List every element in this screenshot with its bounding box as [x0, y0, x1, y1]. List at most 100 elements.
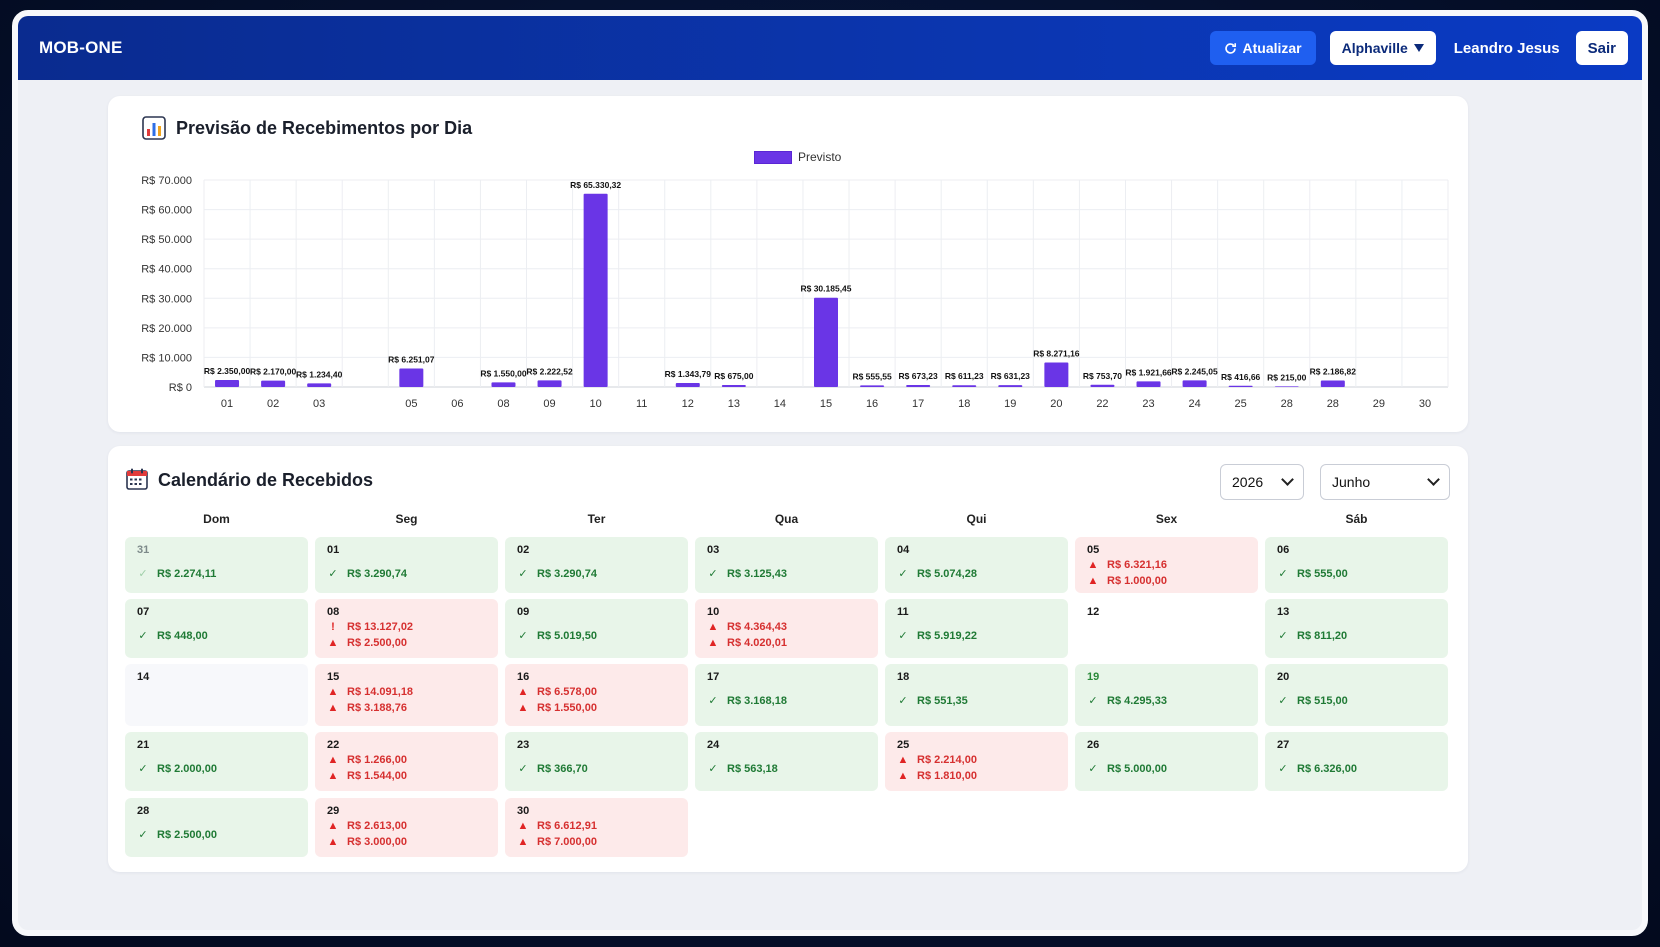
- warning-triangle-icon: ▲: [327, 702, 339, 714]
- calendar-day-29[interactable]: 29 ▲ R$ 2.613,00 ▲ R$ 3.000,00: [315, 798, 498, 857]
- weekday-header: Sex: [1155, 512, 1178, 526]
- refresh-icon: [1224, 42, 1236, 54]
- receipt-amount: R$ 6.578,00: [537, 686, 597, 698]
- calendar-day-13[interactable]: 13 ✓ R$ 811,20: [1265, 599, 1448, 658]
- receipt-entry: ▲ R$ 1.266,00: [327, 754, 486, 766]
- warning-triangle-icon: ▲: [327, 754, 339, 766]
- x-tick-label: 05: [405, 398, 417, 410]
- calendar-day-16[interactable]: 16 ▲ R$ 6.578,00 ▲ R$ 1.550,00: [505, 664, 688, 726]
- calendar-day-04[interactable]: 04 ✓ R$ 5.074,28: [885, 537, 1068, 593]
- forecast-chart-card: Previsão de Recebimentos por Dia Previst…: [108, 96, 1468, 432]
- calendar-day-03[interactable]: 03 ✓ R$ 3.125,43: [695, 537, 878, 593]
- calendar-day-28[interactable]: 28 ✓ R$ 2.500,00: [125, 798, 308, 857]
- calendar-day-01[interactable]: 01 ✓ R$ 3.290,74: [315, 537, 498, 593]
- check-icon: ✓: [138, 829, 148, 841]
- receipt-amount: R$ 4.364,43: [727, 621, 787, 633]
- warning-triangle-icon: ▲: [1087, 575, 1099, 587]
- day-number: 24: [707, 739, 720, 751]
- receipt-entry: ▲ R$ 1.544,00: [327, 770, 486, 782]
- receipt-amount: R$ 3.168,18: [727, 694, 787, 707]
- receipt-amount: R$ 3.290,74: [347, 567, 407, 580]
- top-navbar: MOB-ONE Atualizar Alphaville Leandro Jes…: [18, 16, 1642, 80]
- calendar-day-06[interactable]: 06 ✓ R$ 555,00: [1265, 537, 1448, 593]
- x-tick-label: 28: [1281, 398, 1293, 410]
- receipt-amount: R$ 2.000,00: [157, 762, 217, 775]
- bar-13: [721, 385, 746, 387]
- day-number: 08: [327, 606, 340, 618]
- calendar-day-25[interactable]: 25 ▲ R$ 2.214,00 ▲ R$ 1.810,00: [885, 732, 1068, 791]
- receipt-entry: ▲ R$ 6.612,91: [517, 820, 676, 832]
- calendar-day-11[interactable]: 11 ✓ R$ 5.919,22: [885, 599, 1068, 658]
- chevron-down-icon: [1427, 473, 1440, 486]
- calendar-day-09[interactable]: 09 ✓ R$ 5.019,50: [505, 599, 688, 658]
- receipt-entry: ▲ R$ 2.214,00: [897, 754, 1056, 766]
- calendar-day-07[interactable]: 07 ✓ R$ 448,00: [125, 599, 308, 658]
- receipt-amount: R$ 14.091,18: [347, 686, 414, 698]
- month-select-value: Junho: [1332, 474, 1371, 490]
- x-tick-label: 16: [866, 398, 878, 410]
- check-icon: ✓: [518, 763, 528, 775]
- x-tick-label: 03: [313, 398, 325, 410]
- check-icon: ✓: [708, 763, 718, 775]
- calendar-day-23[interactable]: 23 ✓ R$ 366,70: [505, 732, 688, 791]
- x-tick-label: 22: [1096, 398, 1108, 410]
- day-number: 28: [137, 805, 150, 817]
- x-tick-label: 10: [590, 398, 602, 410]
- calendar-day-12[interactable]: 12: [1075, 599, 1258, 658]
- warning-triangle-icon: ▲: [327, 770, 339, 782]
- day-number: 09: [517, 606, 530, 618]
- data-label: R$ 1.921,66: [1125, 367, 1172, 377]
- day-number: 01: [327, 544, 340, 556]
- x-tick-label: 06: [451, 398, 463, 410]
- calendar-day-27[interactable]: 27 ✓ R$ 6.326,00: [1265, 732, 1448, 791]
- calendar-day-02[interactable]: 02 ✓ R$ 3.290,74: [505, 537, 688, 593]
- x-tick-label: 13: [728, 398, 740, 410]
- logout-button[interactable]: Sair: [1575, 31, 1628, 65]
- year-select-value: 2026: [1232, 474, 1264, 490]
- calendar-day-24[interactable]: 24 ✓ R$ 563,18: [695, 732, 878, 791]
- receipt-amount: R$ 3.290,74: [537, 567, 597, 580]
- day-number: 22: [327, 739, 340, 751]
- x-tick-label: 09: [543, 398, 555, 410]
- calendar-day-30[interactable]: 30 ▲ R$ 6.612,91 ▲ R$ 7.000,00: [505, 798, 688, 857]
- receipt-entry: ▲ R$ 3.000,00: [327, 836, 486, 848]
- calendar-day-14[interactable]: 14: [125, 664, 308, 726]
- receipt-entry: ✓ R$ 366,70: [517, 762, 676, 776]
- calendar-day-26[interactable]: 26 ✓ R$ 5.000,00: [1075, 732, 1258, 791]
- receipt-entry: ✓ R$ 3.290,74: [517, 567, 676, 581]
- calendar-day-10[interactable]: 10 ▲ R$ 4.364,43 ▲ R$ 4.020,01: [695, 599, 878, 658]
- calendar-day-15[interactable]: 15 ▲ R$ 14.091,18 ▲ R$ 3.188,76: [315, 664, 498, 726]
- y-tick-label: R$ 20.000: [141, 323, 192, 335]
- year-select[interactable]: 2026: [1220, 464, 1304, 500]
- calendar-day-18[interactable]: 18 ✓ R$ 551,35: [885, 664, 1068, 726]
- calendar-day-21[interactable]: 21 ✓ R$ 2.000,00: [125, 732, 308, 791]
- data-label: R$ 1.234,40: [296, 369, 343, 379]
- refresh-button[interactable]: Atualizar: [1209, 31, 1316, 65]
- month-select[interactable]: Junho: [1320, 464, 1450, 500]
- data-label: R$ 673,23: [899, 371, 938, 381]
- calendar-day-31[interactable]: 31 ✓ R$ 2.274,11: [125, 537, 308, 593]
- calendar-day-19[interactable]: 19 ✓ R$ 4.295,33: [1075, 664, 1258, 726]
- data-label: R$ 215,00: [1267, 372, 1306, 382]
- chart-legend[interactable]: Previsto: [754, 150, 841, 164]
- calendar-day-08[interactable]: 08! R$ 13.127,02 ▲ R$ 2.500,00: [315, 599, 498, 658]
- day-number: 29: [327, 805, 340, 817]
- calendar-day-05[interactable]: 05 ▲ R$ 6.321,16 ▲ R$ 1.000,00: [1075, 537, 1258, 593]
- receipt-amount: R$ 448,00: [157, 629, 208, 642]
- calendar-day-17[interactable]: 17 ✓ R$ 3.168,18: [695, 664, 878, 726]
- receipt-entry: ✓ R$ 5.000,00: [1087, 762, 1246, 776]
- data-label: R$ 2.222,52: [526, 366, 573, 376]
- receipt-amount: R$ 3.000,00: [347, 836, 407, 848]
- day-number: 04: [897, 544, 910, 556]
- receipt-entry: ▲ R$ 3.188,76: [327, 702, 486, 714]
- calendar-day-22[interactable]: 22 ▲ R$ 1.266,00 ▲ R$ 1.544,00: [315, 732, 498, 791]
- receipt-amount: R$ 1.544,00: [347, 770, 407, 782]
- calendar-day-20[interactable]: 20 ✓ R$ 515,00: [1265, 664, 1448, 726]
- day-number: 18: [897, 671, 910, 683]
- check-icon: ✓: [1278, 630, 1288, 642]
- unit-select[interactable]: Alphaville: [1329, 31, 1436, 65]
- warning-triangle-icon: ▲: [897, 754, 909, 766]
- receipt-entry: ✓ R$ 563,18: [707, 762, 866, 776]
- receipt-amount: R$ 555,00: [1297, 567, 1348, 580]
- weekday-header: Qui: [966, 512, 987, 526]
